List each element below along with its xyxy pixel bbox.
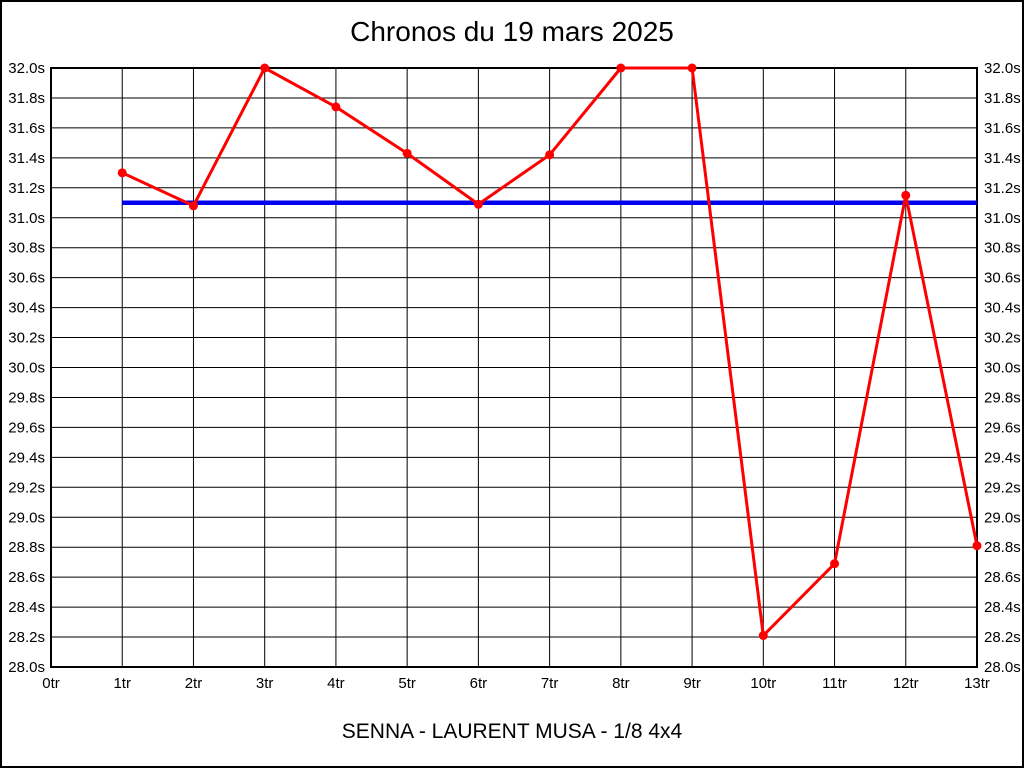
y-axis-label-right: 30.6s [984,270,1021,287]
lap-times-marker [972,541,982,551]
lap-times-marker [473,199,483,209]
x-axis-label: 3tr [256,675,274,692]
y-axis-label-left: 28.4s [8,599,45,616]
y-axis-label-right: 30.4s [984,300,1021,317]
lap-times-marker [188,201,198,211]
x-axis-label: 12tr [893,675,919,692]
x-axis-label: 13tr [964,675,990,692]
y-axis-label-left: 29.2s [8,479,45,496]
y-axis-label-left: 32.0s [8,60,45,77]
y-axis-label-right: 31.4s [984,150,1021,167]
y-axis-label-right: 28.6s [984,569,1021,586]
lap-times-marker [260,63,270,73]
y-axis-label-right: 29.8s [984,389,1021,406]
y-axis-label-left: 28.8s [8,539,45,556]
y-axis-label-left: 30.8s [8,240,45,257]
y-axis-label-right: 29.0s [984,509,1021,526]
y-axis-label-right: 31.0s [984,210,1021,227]
y-axis-label-left: 28.0s [8,659,45,676]
y-axis-label-right: 30.8s [984,240,1021,257]
y-axis-label-right: 29.4s [984,449,1021,466]
y-axis-label-right: 28.8s [984,539,1021,556]
y-axis-label-left: 31.0s [8,210,45,227]
y-axis-label-right: 32.0s [984,60,1021,77]
y-axis-label-left: 31.6s [8,120,45,137]
y-axis-label-right: 29.6s [984,419,1021,436]
y-axis-label-right: 29.2s [984,479,1021,496]
y-axis-label-right: 31.2s [984,180,1021,197]
x-axis-label: 4tr [327,675,345,692]
lap-times-marker [402,148,412,158]
lap-times-marker [117,168,127,178]
x-axis-label: 1tr [113,675,131,692]
lap-times-marker [758,631,768,641]
x-axis-label: 8tr [612,675,630,692]
y-axis-label-left: 30.2s [8,330,45,347]
y-axis-label-left: 30.0s [8,360,45,377]
lap-times-marker [687,63,697,73]
y-axis-label-right: 31.8s [984,90,1021,107]
y-axis-label-left: 31.4s [8,150,45,167]
y-axis-label-right: 31.6s [984,120,1021,137]
y-axis-label-right: 28.2s [984,629,1021,646]
y-axis-label-left: 31.2s [8,180,45,197]
y-axis-label-left: 28.2s [8,629,45,646]
y-axis-label-left: 29.8s [8,389,45,406]
chart-caption: SENNA - LAURENT MUSA - 1/8 4x4 [341,720,683,743]
y-axis-label-left: 29.0s [8,509,45,526]
y-axis-label-left: 30.6s [8,270,45,287]
lap-times-marker [616,63,626,73]
chart-title: Chronos du 19 mars 2025 [350,16,674,47]
y-axis-label-right: 28.0s [984,659,1021,676]
x-axis-label: 7tr [541,675,559,692]
x-axis-label: 2tr [185,675,203,692]
y-axis-label-left: 28.6s [8,569,45,586]
x-axis-label: 6tr [470,675,488,692]
lap-times-marker [901,190,911,200]
x-axis-label: 9tr [683,675,701,692]
y-axis-label-right: 30.2s [984,330,1021,347]
lap-times-marker [331,102,341,112]
x-axis-label: 10tr [750,675,776,692]
y-axis-label-left: 30.4s [8,300,45,317]
lap-times-marker [830,559,840,569]
lap-times-marker [545,150,555,160]
y-axis-label-left: 31.8s [8,90,45,107]
y-axis-label-left: 29.6s [8,419,45,436]
y-axis-label-right: 28.4s [984,599,1021,616]
x-axis-label: 0tr [42,675,60,692]
x-axis-label: 5tr [398,675,416,692]
y-axis-label-left: 29.4s [8,449,45,466]
plot-frame [50,67,978,668]
y-axis-label-right: 30.0s [984,360,1021,377]
x-axis-label: 11tr [822,675,847,692]
